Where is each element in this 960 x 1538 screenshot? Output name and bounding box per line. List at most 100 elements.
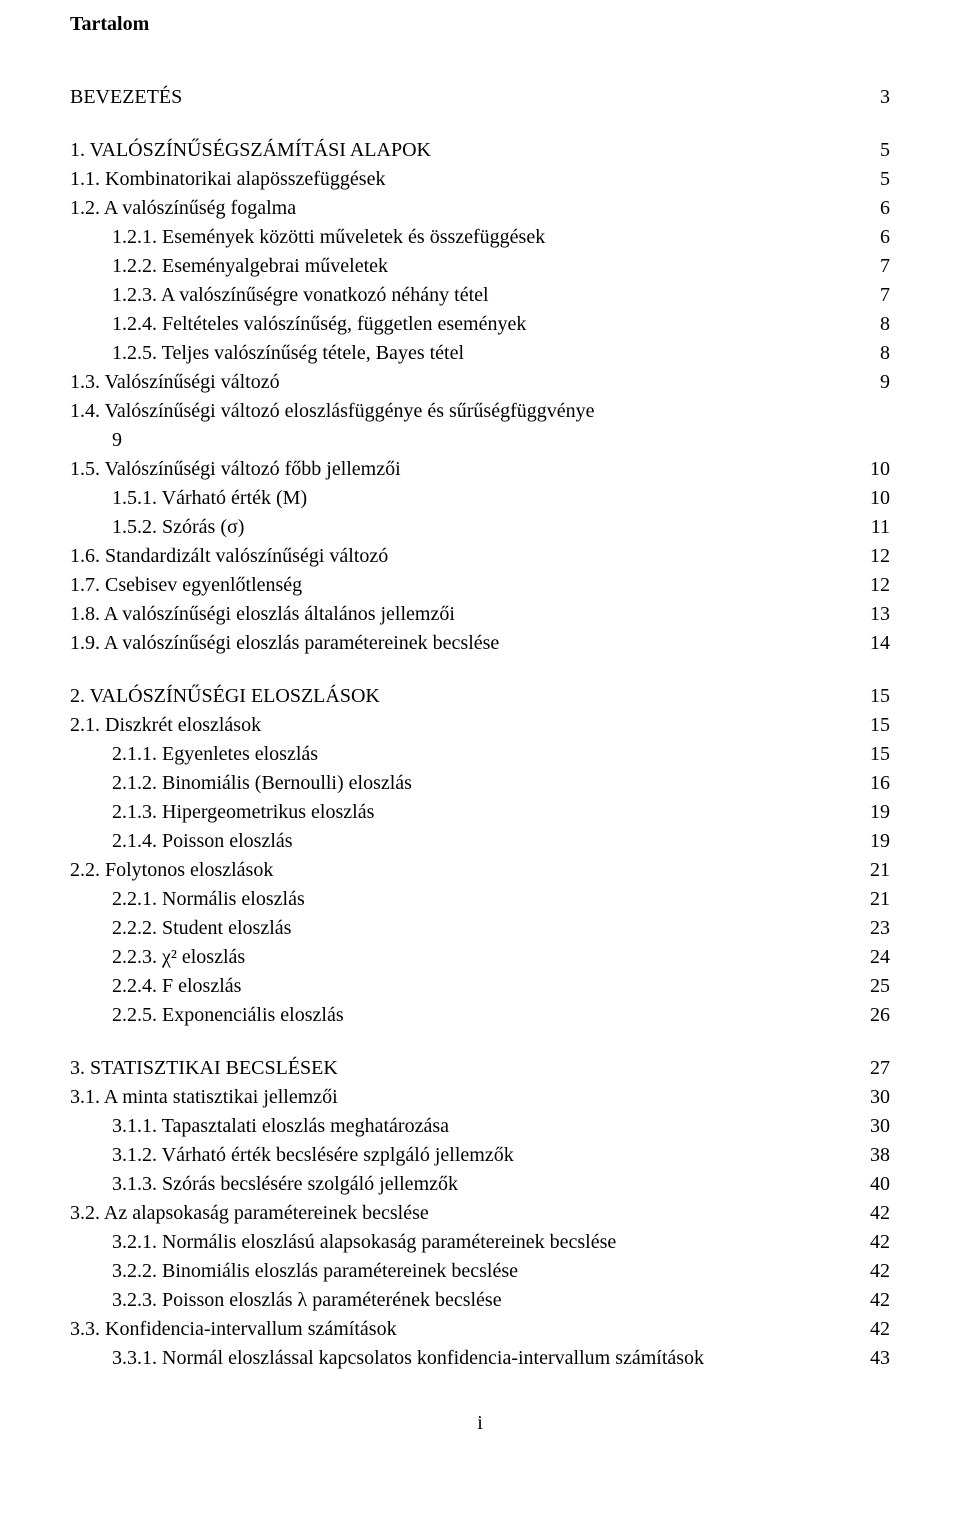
toc-entry-page-wrap: 9 — [70, 426, 890, 455]
toc-entry-page: 9 — [862, 368, 890, 397]
toc-entry-label: 2.2.3. χ² eloszlás — [112, 943, 862, 972]
footer-page-number: i — [70, 1409, 890, 1438]
toc-entry: 1.5. Valószínűségi változó főbb jellemző… — [70, 455, 890, 484]
toc-entry-page: 21 — [862, 885, 890, 914]
toc-entry-page: 40 — [862, 1170, 890, 1199]
toc-entry-page: 21 — [862, 856, 890, 885]
toc-entry-label: 1.5.2. Szórás (σ) — [112, 513, 862, 542]
toc-entry: 1.1. Kombinatorikai alapösszefüggések5 — [70, 165, 890, 194]
toc-entry-label: 1.2.5. Teljes valószínűség tétele, Bayes… — [112, 339, 862, 368]
toc-entry: 3.2.1. Normális eloszlású alapsokaság pa… — [70, 1228, 890, 1257]
toc-entry: 1.5.1. Várható érték (M)10 — [70, 484, 890, 513]
toc-entry: 2. VALÓSZÍNŰSÉGI ELOSZLÁSOK15 — [70, 682, 890, 711]
toc-entry-label: 1.2.3. A valószínűségre vonatkozó néhány… — [112, 281, 862, 310]
toc-entry-page: 42 — [862, 1257, 890, 1286]
toc-entry-page: 15 — [862, 711, 890, 740]
toc-entry-page: 12 — [862, 571, 890, 600]
toc-entry: 2.2.3. χ² eloszlás24 — [70, 943, 890, 972]
toc-entry: 3.3.1. Normál eloszlással kapcsolatos ko… — [70, 1344, 890, 1373]
toc-entry-page: 7 — [862, 281, 890, 310]
toc-entry: 1.2. A valószínűség fogalma6 — [70, 194, 890, 223]
toc-entry-page: 26 — [862, 1001, 890, 1030]
toc-entry-label: 3. STATISZTIKAI BECSLÉSEK — [70, 1054, 862, 1083]
toc-entry: 1.2.4. Feltételes valószínűség, függetle… — [70, 310, 890, 339]
toc-entry: 2.1.4. Poisson eloszlás19 — [70, 827, 890, 856]
toc-entry: 2.1.3. Hipergeometrikus eloszlás19 — [70, 798, 890, 827]
toc-entry-page: 15 — [862, 740, 890, 769]
toc-entry-label: 3.2. Az alapsokaság paramétereinek becsl… — [70, 1199, 862, 1228]
toc-entry-page: 15 — [862, 682, 890, 711]
toc-entry-page: 5 — [862, 136, 890, 165]
toc-entry-label: 3.1. A minta statisztikai jellemzői — [70, 1083, 862, 1112]
toc-entry-label: 3.3.1. Normál eloszlással kapcsolatos ko… — [112, 1344, 862, 1373]
toc-entry-page: 27 — [862, 1054, 890, 1083]
toc-entry-page: 42 — [862, 1286, 890, 1315]
toc-entry: 1.2.3. A valószínűségre vonatkozó néhány… — [70, 281, 890, 310]
toc-entry-label: 1.2.1. Események közötti műveletek és ös… — [112, 223, 862, 252]
toc-entry-label: 1.9. A valószínűségi eloszlás paramétere… — [70, 629, 862, 658]
toc-entry-label: 1.1. Kombinatorikai alapösszefüggések — [70, 165, 862, 194]
toc-entry-label: 2. VALÓSZÍNŰSÉGI ELOSZLÁSOK — [70, 682, 862, 711]
page-title: Tartalom — [70, 10, 890, 39]
toc-entry: 1. VALÓSZÍNŰSÉGSZÁMÍTÁSI ALAPOK5 — [70, 136, 890, 165]
toc-entry-label: 2.1.2. Binomiális (Bernoulli) eloszlás — [112, 769, 862, 798]
toc-entry: 3.1.2. Várható érték becslésére szplgáló… — [70, 1141, 890, 1170]
toc-entry-page: 10 — [862, 484, 890, 513]
toc-entry: 1.5.2. Szórás (σ)11 — [70, 513, 890, 542]
toc-entry-page: 25 — [862, 972, 890, 1001]
toc-entry-label: 1.8. A valószínűségi eloszlás általános … — [70, 600, 862, 629]
toc-entry-page: 14 — [862, 629, 890, 658]
toc-entry: 1.2.1. Események közötti műveletek és ös… — [70, 223, 890, 252]
toc-entry-page: 16 — [862, 769, 890, 798]
toc-entry-label: 2.2.5. Exponenciális eloszlás — [112, 1001, 862, 1030]
toc-entry: 1.6. Standardizált valószínűségi változó… — [70, 542, 890, 571]
toc-entry: 3. STATISZTIKAI BECSLÉSEK27 — [70, 1054, 890, 1083]
toc-entry-page: 42 — [862, 1228, 890, 1257]
toc-entry-label: 1.6. Standardizált valószínűségi változó — [70, 542, 862, 571]
toc-entry-page: 8 — [862, 310, 890, 339]
toc-entry: 3.3. Konfidencia-intervallum számítások4… — [70, 1315, 890, 1344]
toc-entry-label: 3.2.2. Binomiális eloszlás paramétereine… — [112, 1257, 862, 1286]
toc-entry-page: 42 — [862, 1315, 890, 1344]
toc-entry-label: 1.3. Valószínűségi változó — [70, 368, 862, 397]
toc-entry: 1.9. A valószínűségi eloszlás paramétere… — [70, 629, 890, 658]
toc-entry-label: 2.2. Folytonos eloszlások — [70, 856, 862, 885]
toc-entry-page: 8 — [862, 339, 890, 368]
toc-entry-page: 3 — [862, 83, 890, 112]
toc-entry-label: 3.2.3. Poisson eloszlás λ paraméterének … — [112, 1286, 862, 1315]
toc-entry-page: 6 — [862, 223, 890, 252]
toc-entry: 2.1.1. Egyenletes eloszlás15 — [70, 740, 890, 769]
toc-entry: 2.2.4. F eloszlás25 — [70, 972, 890, 1001]
toc-entry-label: 2.2.2. Student eloszlás — [112, 914, 862, 943]
toc-entry-label: 2.1.4. Poisson eloszlás — [112, 827, 862, 856]
toc-entry-label: 1.5.1. Várható érték (M) — [112, 484, 862, 513]
toc-entry-page: 10 — [862, 455, 890, 484]
toc-entry: 1.2.2. Eseményalgebrai műveletek7 — [70, 252, 890, 281]
toc-entry: 1.8. A valószínűségi eloszlás általános … — [70, 600, 890, 629]
toc-entry: 2.1.2. Binomiális (Bernoulli) eloszlás16 — [70, 769, 890, 798]
toc-entry-page: 6 — [862, 194, 890, 223]
toc-entry-page: 42 — [862, 1199, 890, 1228]
toc-entry-label: 1. VALÓSZÍNŰSÉGSZÁMÍTÁSI ALAPOK — [70, 136, 862, 165]
toc-entry-label: 2.1.3. Hipergeometrikus eloszlás — [112, 798, 862, 827]
toc-entry-page: 19 — [862, 827, 890, 856]
toc-entry-label: BEVEZETÉS — [70, 83, 862, 112]
toc-entry: 2.2.1. Normális eloszlás21 — [70, 885, 890, 914]
table-of-contents: BEVEZETÉS31. VALÓSZÍNŰSÉGSZÁMÍTÁSI ALAPO… — [70, 83, 890, 1373]
toc-entry-label: 1.2. A valószínűség fogalma — [70, 194, 862, 223]
toc-entry-page: 30 — [862, 1083, 890, 1112]
toc-entry-page: 11 — [862, 513, 890, 542]
toc-entry-label: 1.4. Valószínűségi változó eloszlásfüggé… — [70, 397, 890, 426]
toc-entry-label: 1.2.2. Eseményalgebrai műveletek — [112, 252, 862, 281]
toc-entry-label: 2.2.1. Normális eloszlás — [112, 885, 862, 914]
toc-entry-label: 2.1. Diszkrét eloszlások — [70, 711, 862, 740]
toc-entry-label: 1.5. Valószínűségi változó főbb jellemző… — [70, 455, 862, 484]
toc-entry: 3.1.1. Tapasztalati eloszlás meghatározá… — [70, 1112, 890, 1141]
toc-entry-page: 5 — [862, 165, 890, 194]
toc-entry-label: 3.2.1. Normális eloszlású alapsokaság pa… — [112, 1228, 862, 1257]
toc-entry: 3.2. Az alapsokaság paramétereinek becsl… — [70, 1199, 890, 1228]
toc-entry: 1.2.5. Teljes valószínűség tétele, Bayes… — [70, 339, 890, 368]
toc-entry: 2.1. Diszkrét eloszlások15 — [70, 711, 890, 740]
toc-entry-page: 19 — [862, 798, 890, 827]
toc-entry-label: 3.1.1. Tapasztalati eloszlás meghatározá… — [112, 1112, 862, 1141]
